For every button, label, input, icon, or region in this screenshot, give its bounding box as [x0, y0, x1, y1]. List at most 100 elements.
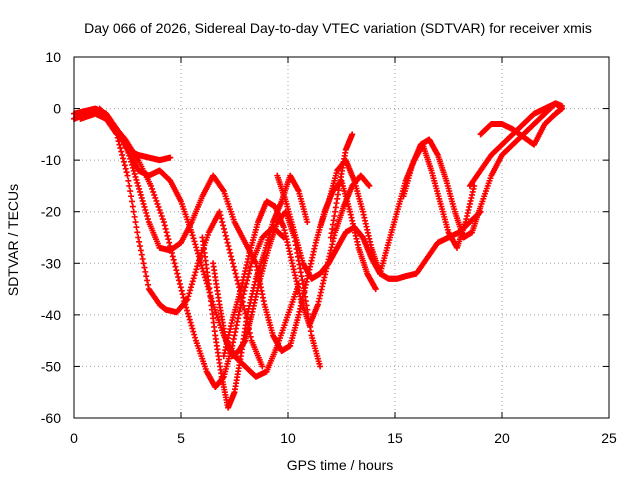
x-tick-label: 10 [280, 430, 296, 446]
data-point [188, 229, 195, 236]
data-point [167, 154, 174, 161]
data-point [558, 105, 565, 112]
data-point [189, 278, 196, 285]
data-point [221, 229, 228, 236]
data-point [172, 263, 179, 270]
data-point [122, 165, 129, 172]
data-point [138, 194, 145, 201]
data-point [185, 293, 192, 300]
data-point [226, 246, 233, 253]
data-point [140, 260, 147, 267]
data-points [71, 100, 565, 411]
data-point [197, 259, 204, 266]
data-point [231, 267, 238, 274]
data-point [188, 322, 195, 329]
y-tick-label: -20 [41, 204, 61, 220]
data-point [169, 253, 176, 260]
data-point [198, 262, 205, 269]
data-point [153, 197, 160, 204]
x-tick-label: 5 [177, 430, 185, 446]
data-point [124, 172, 131, 179]
data-point [148, 182, 155, 189]
chart-title: Day 066 of 2026, Sidereal Day-to-day VTE… [84, 20, 592, 36]
data-point [191, 238, 198, 245]
y-tick-label: -10 [41, 152, 61, 168]
data-point [184, 296, 191, 303]
y-tick-label: -60 [41, 410, 61, 426]
data-point [171, 260, 178, 267]
data-point [144, 277, 151, 284]
series-arc-16 [71, 108, 97, 122]
data-point [181, 298, 188, 305]
data-point [366, 182, 373, 189]
data-point [125, 177, 132, 184]
data-point [192, 269, 199, 276]
series-arc-8 [220, 172, 373, 360]
data-point [196, 256, 203, 263]
series-arc-13 [400, 100, 565, 241]
data-point [189, 232, 196, 239]
data-point [160, 219, 167, 226]
data-point [192, 241, 199, 248]
data-point [218, 215, 225, 222]
y-tick-label: -30 [41, 255, 61, 271]
data-point [235, 280, 242, 287]
data-point [229, 260, 236, 267]
data-point [135, 182, 142, 189]
data-point [176, 280, 183, 287]
data-point [219, 219, 226, 226]
data-point [123, 169, 130, 176]
data-point [187, 287, 194, 294]
data-point [158, 213, 165, 220]
data-point [164, 232, 171, 239]
data-point [241, 287, 248, 294]
data-point [131, 170, 138, 177]
data-point [228, 253, 235, 260]
data-point [142, 268, 149, 275]
data-point [190, 275, 197, 282]
data-point [141, 203, 148, 210]
data-point [184, 310, 191, 317]
data-point [132, 173, 139, 180]
data-point [246, 267, 253, 274]
data-point [190, 328, 197, 335]
data-point [186, 316, 193, 323]
data-point [145, 281, 152, 288]
data-point [317, 363, 324, 370]
data-point [193, 244, 200, 251]
data-point [227, 249, 234, 256]
data-point [224, 239, 231, 246]
x-axis-label: GPS time / hours [287, 457, 394, 473]
data-point [217, 212, 224, 219]
data-point [155, 203, 162, 210]
data-point [170, 256, 177, 263]
data-point [190, 235, 197, 242]
data-point [180, 294, 187, 301]
data-point [168, 246, 175, 253]
data-point [243, 280, 250, 287]
data-point [137, 191, 144, 198]
data-point [149, 185, 156, 192]
data-point [151, 191, 158, 198]
y-tick-label: -50 [41, 358, 61, 374]
data-point [192, 334, 199, 341]
data-point [232, 270, 239, 277]
data-point [259, 363, 266, 370]
data-point [143, 273, 150, 280]
data-point [238, 298, 245, 305]
x-tick-label: 0 [70, 430, 78, 446]
data-point [134, 229, 141, 236]
data-point [182, 301, 189, 308]
data-point [120, 158, 127, 165]
data-point [185, 313, 192, 320]
data-point [127, 188, 134, 195]
data-point [119, 151, 126, 158]
data-point [222, 232, 229, 239]
data-point [194, 247, 201, 254]
data-point [159, 216, 166, 223]
data-point [242, 284, 249, 291]
data-point [229, 256, 236, 263]
data-point [133, 176, 140, 183]
data-point [233, 274, 240, 281]
data-point [220, 222, 227, 229]
